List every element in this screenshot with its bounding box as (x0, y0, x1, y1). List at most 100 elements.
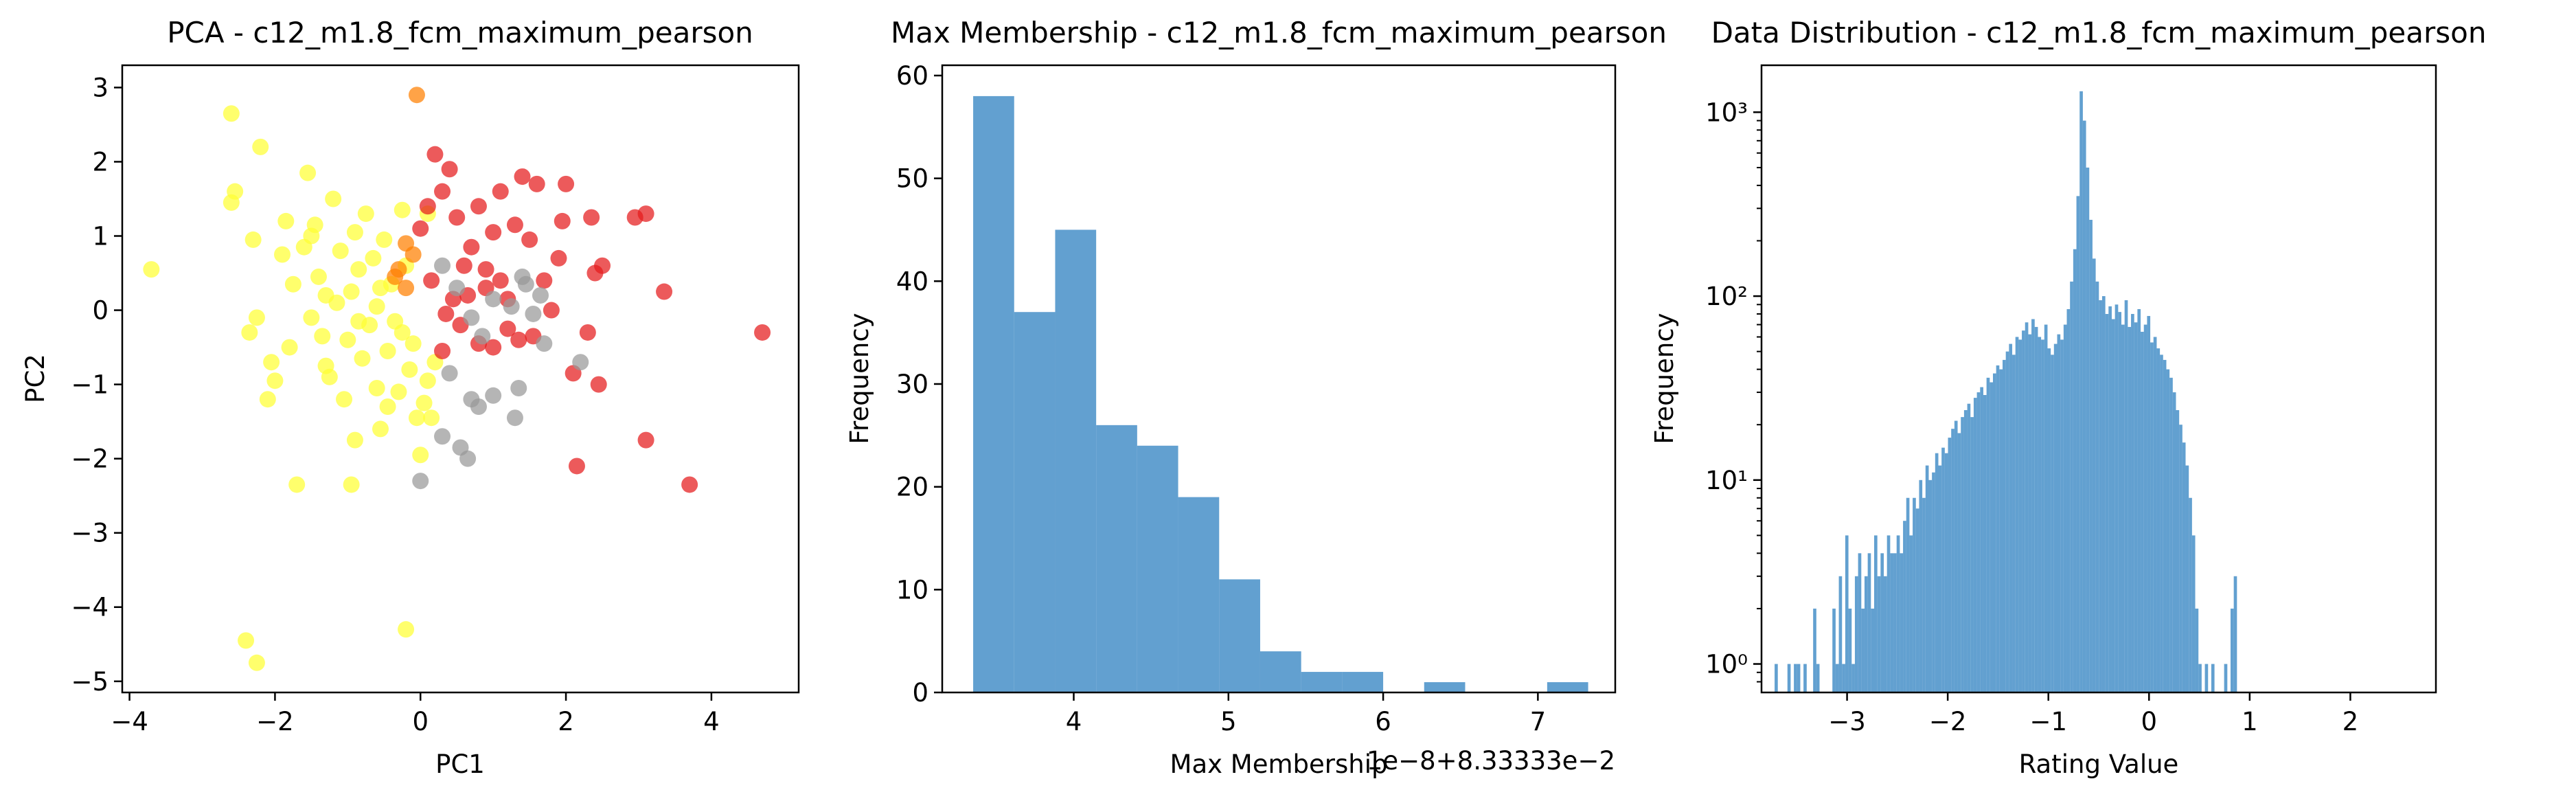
histogram-bar (2057, 334, 2061, 692)
scatter-point (390, 383, 407, 400)
scatter-point (394, 324, 411, 341)
x-tick-label: 2 (2343, 707, 2359, 736)
scatter-point (437, 305, 455, 322)
scatter-point (594, 257, 611, 274)
scatter-point (241, 324, 258, 341)
histogram-bar (2060, 339, 2064, 692)
histogram-bar (2121, 324, 2125, 692)
histogram-bar (1813, 608, 1816, 692)
scatter-point (227, 183, 244, 200)
scatter-point (346, 431, 363, 449)
histogram-bar (1999, 369, 2003, 692)
pca-x-axis-label: PC1 (435, 749, 485, 779)
histogram-bar (2047, 348, 2051, 692)
scatter-point (404, 335, 422, 352)
scatter-point (281, 339, 298, 356)
scatter-point (455, 257, 472, 274)
histogram-bar (1922, 497, 1926, 692)
histogram-bar (1803, 664, 1807, 692)
scatter-point (310, 268, 327, 285)
histogram-bar (2105, 314, 2109, 692)
histogram-bar (2176, 410, 2180, 692)
scatter-point (404, 246, 422, 263)
histogram-bar (1967, 403, 1971, 692)
histogram-bar (2086, 167, 2090, 693)
histogram-bar (2053, 343, 2058, 692)
scatter-point (299, 164, 317, 181)
pca-title: PCA - c12_m1.8_fcm_maximum_pearson (167, 16, 753, 49)
histogram-bar (2076, 196, 2080, 692)
scatter-point (387, 268, 404, 285)
histogram-bar (2163, 359, 2167, 692)
histogram-bar (1851, 664, 1855, 692)
histogram-bar (2034, 326, 2038, 692)
scatter-point (470, 198, 487, 215)
distribution-plot-area (1775, 91, 2237, 693)
scatter-point (408, 87, 425, 104)
scatter-point (398, 280, 415, 297)
scatter-point (485, 291, 502, 308)
histogram-bar (1775, 664, 1778, 692)
membership-y-axis-label: Frequency (845, 313, 874, 444)
scatter-point (423, 409, 440, 427)
y-tick-label: 10 (896, 575, 928, 605)
histogram-bar (1935, 453, 1939, 692)
x-tick-label: −4 (111, 707, 148, 736)
scatter-point (412, 447, 429, 464)
scatter-point (506, 216, 523, 234)
histogram-bar (2073, 249, 2077, 692)
histogram-bar (2153, 337, 2157, 693)
histogram-bar (1835, 664, 1839, 692)
histogram-bar (2179, 425, 2182, 692)
scatter-point (434, 257, 451, 274)
histogram-bar (1301, 672, 1343, 692)
histogram-bar (2191, 535, 2196, 692)
scatter-point (379, 342, 396, 359)
histogram-bar (2195, 608, 2199, 692)
histogram-bar (1816, 664, 1820, 692)
histogram-bar (2204, 664, 2209, 692)
histogram-bar (2169, 377, 2173, 692)
scatter-point (590, 376, 607, 393)
histogram-bar (2166, 369, 2170, 692)
pca-plot-frame (121, 64, 800, 694)
scatter-point (434, 183, 451, 200)
histogram-bar (1832, 608, 1836, 692)
histogram-bar (1890, 553, 1894, 692)
scatter-point (314, 328, 331, 345)
histogram-bar (1848, 608, 1852, 692)
y-tick-label: −3 (71, 519, 109, 548)
scatter-point (412, 473, 429, 490)
histogram-bar (1547, 682, 1588, 692)
scatter-point (463, 309, 480, 326)
y-tick-label: −1 (71, 370, 109, 400)
histogram-bar (1787, 664, 1791, 692)
scatter-point (368, 380, 385, 397)
scatter-point (419, 372, 436, 390)
histogram-bar (2111, 319, 2115, 693)
histogram-bar (2044, 324, 2048, 692)
histogram-bar (1794, 664, 1797, 692)
scatter-point (303, 309, 320, 326)
x-tick-label: −2 (1929, 707, 1967, 736)
histogram-bar (2063, 324, 2067, 692)
histogram-bar (2092, 258, 2096, 692)
y-tick-label: 0 (92, 296, 109, 326)
scatter-point (536, 272, 553, 289)
histogram-bar (1928, 480, 1933, 692)
membership-histogram-panel: Max Membership - c12_m1.8_fcm_maximum_pe… (845, 16, 1667, 779)
y-tick-label: 0 (912, 678, 928, 708)
histogram-bar (1854, 576, 1858, 692)
scatter-point (372, 420, 389, 438)
histogram-bar (2230, 608, 2234, 692)
scatter-point (343, 476, 360, 493)
y-tick-label: 10² (1705, 282, 1748, 311)
histogram-bar (1877, 576, 1881, 692)
histogram-bar (1861, 608, 1865, 692)
x-tick-label: 2 (558, 707, 574, 736)
scatter-point (419, 198, 436, 215)
scatter-point (365, 249, 382, 267)
x-tick-label: 4 (1066, 707, 1082, 736)
histogram-bar (1893, 553, 1897, 692)
membership-plot-frame (941, 64, 1617, 694)
